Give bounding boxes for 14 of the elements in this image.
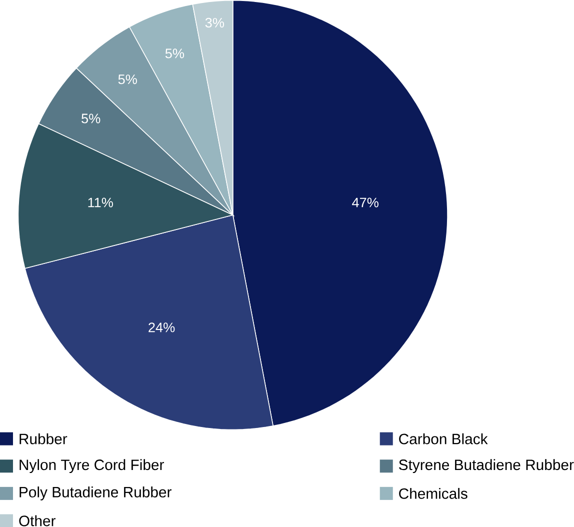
legend-label: Nylon Tyre Cord Fiber	[20, 459, 164, 473]
legend-label: Poly Butadiene Rubber	[20, 486, 172, 500]
legend-label: Other	[19, 515, 56, 526]
legend-label: Carbon Black	[399, 433, 488, 444]
legend-label: Styrene Butadiene Rubber	[399, 459, 574, 473]
data-label: 11%	[88, 198, 113, 208]
legend-label: Rubber	[20, 433, 68, 444]
data-label: 3%	[205, 18, 224, 28]
data-label: 24%	[148, 322, 175, 332]
data-label: 5%	[118, 74, 137, 84]
data-label: 47%	[352, 198, 378, 208]
data-label: 5%	[165, 48, 184, 58]
data-label: 5%	[82, 114, 100, 124]
legend-label: Chemicals	[399, 488, 468, 499]
